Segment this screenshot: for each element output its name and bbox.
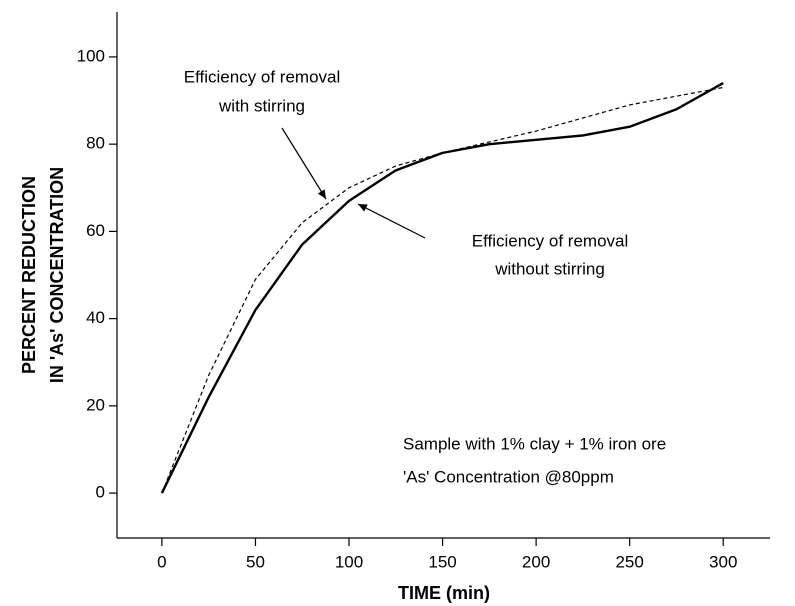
annotation: Efficiency of removal [184, 67, 341, 86]
arrow [357, 203, 426, 239]
annotation: 'As' Concentration @80ppm [403, 467, 614, 486]
y-tick-label: 80 [86, 134, 105, 153]
y-tick-label: 20 [86, 395, 105, 414]
arrow [281, 127, 327, 200]
y-tick-label: 100 [77, 46, 105, 65]
y-tick-label: 0 [96, 483, 105, 502]
x-tick-label: 300 [709, 552, 737, 571]
y-tick-label: 40 [86, 308, 105, 327]
data-line [160, 82, 724, 494]
y-tick-label: 60 [86, 221, 105, 240]
x-tick-label: 100 [335, 552, 363, 571]
annotation: with stirring [218, 96, 305, 115]
x-tick-label: 50 [246, 552, 265, 571]
x-axis-title: TIME (min) [398, 583, 490, 603]
x-tick-label: 250 [615, 552, 643, 571]
annotation: Sample with 1% clay + 1% iron ore [403, 434, 666, 453]
y-axis-title: IN 'As' CONCENTRATION [47, 167, 67, 383]
x-tick-label: 200 [522, 552, 550, 571]
data-line [161, 86, 724, 494]
x-tick-label: 0 [157, 552, 166, 571]
annotation: Efficiency of removal [472, 231, 629, 250]
x-tick-label: 150 [428, 552, 456, 571]
y-axis-title: PERCENT REDUCTION [19, 176, 39, 374]
annotation: without stirring [494, 259, 605, 278]
